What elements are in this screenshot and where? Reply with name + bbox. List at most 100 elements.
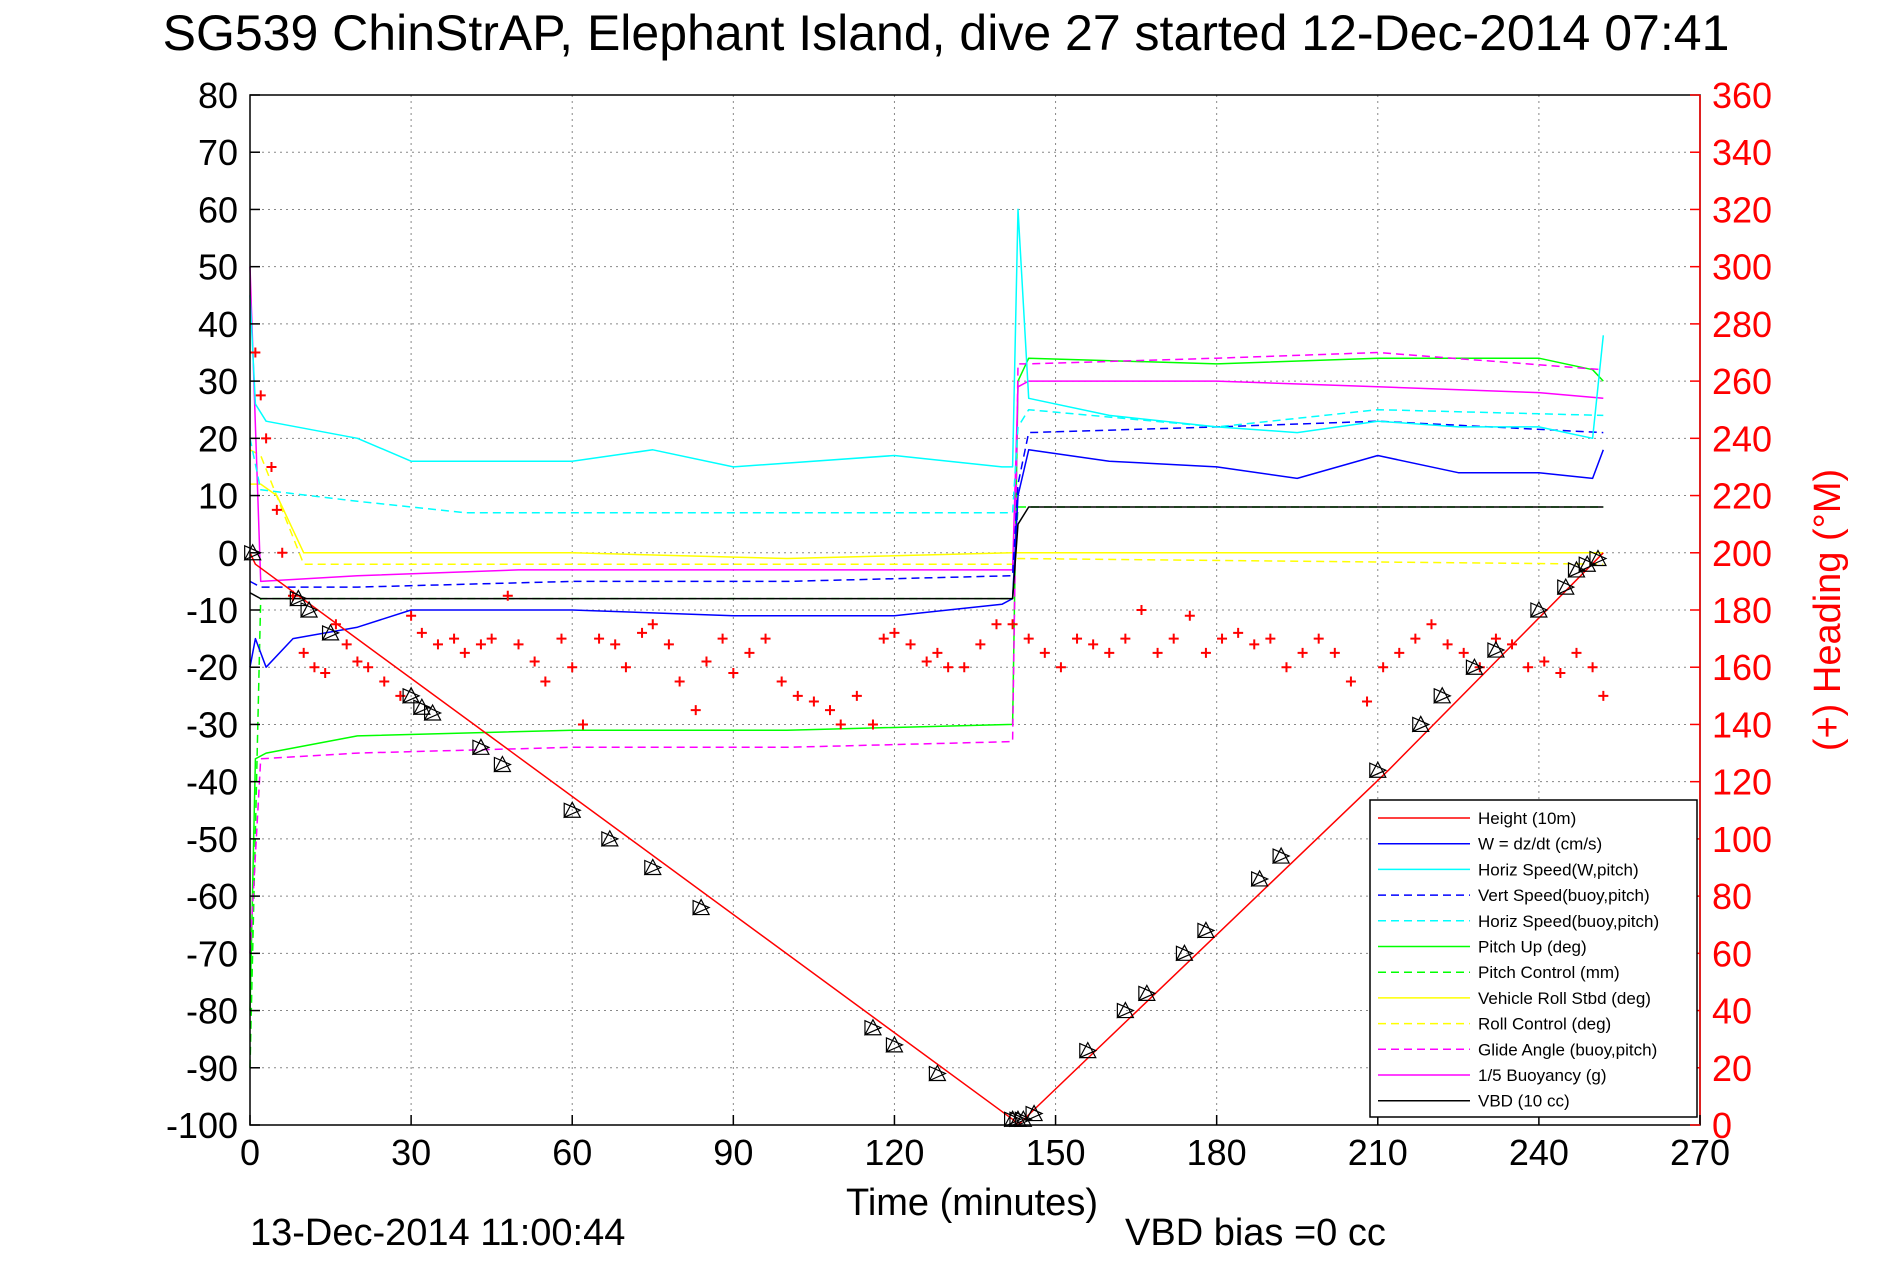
x-tick-label: 60 (552, 1132, 592, 1173)
heading-point (792, 690, 803, 701)
heading-point (776, 676, 787, 687)
legend-label: Horiz Speed(buoy,pitch) (1478, 912, 1659, 931)
legend-label: Pitch Control (mm) (1478, 963, 1620, 982)
right-tick-label: 40 (1712, 991, 1752, 1032)
y-tick-label: -80 (186, 991, 238, 1032)
heading-point (432, 639, 443, 650)
y-tick-label: -10 (186, 590, 238, 631)
heading-point (943, 662, 954, 673)
heading-point (991, 619, 1002, 630)
heading-point (309, 662, 320, 673)
heading-point (1587, 662, 1598, 673)
legend-label: Vehicle Roll Stbd (deg) (1478, 989, 1651, 1008)
triangle-marker (1078, 1041, 1098, 1059)
heading-point (459, 647, 470, 658)
triangle-marker (1433, 686, 1452, 704)
y-tick-label: 40 (198, 304, 238, 345)
right-tick-label: 80 (1712, 876, 1752, 917)
heading-point (540, 676, 551, 687)
heading-point (513, 639, 524, 650)
triangle-marker (300, 600, 319, 618)
heading-point (1410, 633, 1421, 644)
y-tick-label: 80 (198, 75, 238, 116)
heading-point (320, 667, 331, 678)
heading-point (594, 633, 605, 644)
x-tick-label: 150 (1026, 1132, 1086, 1173)
heading-point (1507, 639, 1518, 650)
heading-point (449, 633, 460, 644)
heading-point (1426, 619, 1437, 630)
x-tick-label: 210 (1348, 1132, 1408, 1173)
legend-label: W = dz/dt (cm/s) (1478, 835, 1602, 854)
triangle-marker (1116, 1001, 1135, 1019)
triangle-marker (1368, 760, 1388, 779)
triangle-marker (1465, 657, 1484, 676)
triangle-marker (471, 738, 491, 756)
heading-point (760, 633, 771, 644)
heading-point (921, 656, 932, 667)
y-tick-label: 60 (198, 189, 238, 230)
right-tick-label: 60 (1712, 933, 1752, 974)
heading-point (808, 696, 819, 707)
heading-point (867, 719, 878, 730)
triangle-marker (423, 703, 443, 721)
series-line-3 (249, 420, 1604, 588)
heading-point (352, 656, 363, 667)
heading-point (1297, 647, 1308, 658)
heading-point (341, 639, 352, 650)
triangle-marker (321, 623, 341, 641)
heading-point (1345, 676, 1356, 687)
heading-point (878, 633, 889, 644)
heading-point (663, 639, 674, 650)
heading-point (486, 633, 497, 644)
x-tick-label: 120 (864, 1132, 924, 1173)
triangle-marker (885, 1035, 904, 1053)
legend-label: Roll Control (deg) (1478, 1015, 1611, 1034)
heading-point (728, 667, 739, 678)
right-tick-label: 300 (1712, 247, 1772, 288)
legend-label: Glide Angle (buoy,pitch) (1478, 1040, 1657, 1059)
heading-point (1120, 633, 1131, 644)
heading-point (1458, 647, 1469, 658)
triangle-marker (563, 801, 582, 819)
heading-point (959, 662, 970, 673)
heading-point (475, 639, 486, 650)
heading-point (610, 639, 621, 650)
triangle-marker (1411, 715, 1431, 733)
triangle-marker (692, 898, 711, 916)
marker-layer (243, 543, 1608, 1128)
heading-point (261, 433, 272, 444)
right-tick-label: 100 (1712, 819, 1772, 860)
heading-point (637, 627, 648, 638)
y-tick-label: -100 (166, 1105, 238, 1146)
triangle-marker (1025, 1104, 1044, 1122)
y-tick-label: 20 (198, 418, 238, 459)
heading-point (1104, 647, 1115, 658)
heading-point (717, 633, 728, 644)
heading-point (250, 347, 261, 358)
right-tick-label: 360 (1712, 75, 1772, 116)
heading-point (577, 719, 588, 730)
heading-point (1571, 647, 1582, 658)
y-tick-label: 70 (198, 132, 238, 173)
triangle-marker (493, 755, 512, 773)
heading-point (1023, 633, 1034, 644)
heading-point (647, 619, 658, 630)
heading-point (556, 633, 567, 644)
axis-ticks: 0 30 60 90 120 150 180 210 240 270-100-90-80-70-6… (166, 75, 1772, 1173)
right-tick-label: 320 (1712, 189, 1772, 230)
right-tick-label: 0 (1712, 1105, 1732, 1146)
right-tick-label: 160 (1712, 647, 1772, 688)
legend-label: 1/5 Buoyancy (g) (1478, 1066, 1607, 1085)
series-line-10 (249, 266, 1604, 583)
x-tick-label: 180 (1187, 1132, 1247, 1173)
x-axis-label: Time (minutes) (846, 1182, 1098, 1224)
heading-point (1378, 662, 1389, 673)
x-tick-label: 30 (391, 1132, 431, 1173)
heading-point (266, 461, 277, 472)
right-tick-label: 260 (1712, 361, 1772, 402)
legend-label: Height (10m) (1478, 809, 1576, 828)
heading-point (744, 647, 755, 658)
right-tick-label: 20 (1712, 1048, 1752, 1089)
heading-point (1072, 633, 1083, 644)
